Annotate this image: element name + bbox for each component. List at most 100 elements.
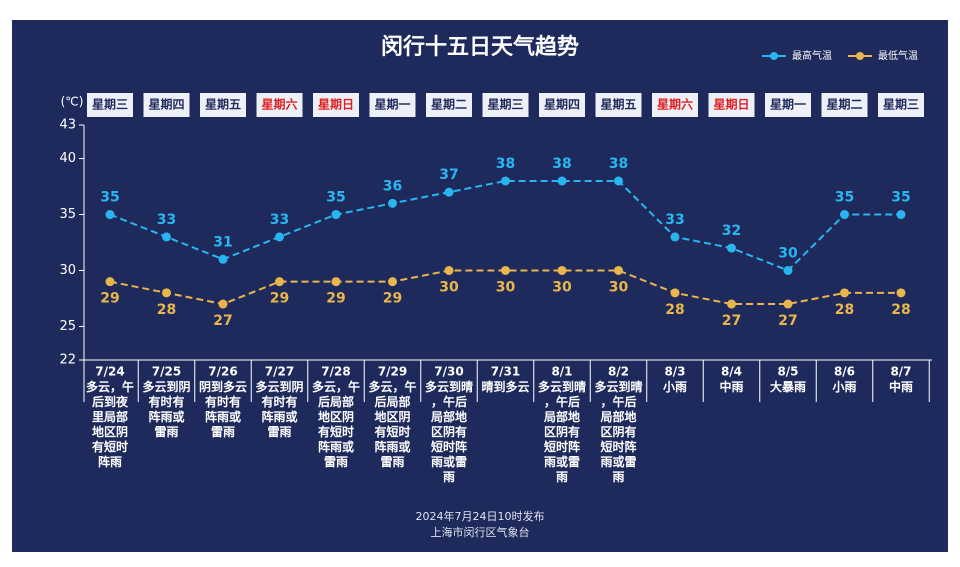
data-label: 28 bbox=[891, 302, 910, 318]
data-label: 28 bbox=[665, 302, 684, 318]
data-point bbox=[614, 176, 623, 186]
weather-text: 多云到阴有时有阵雨或雷雨 bbox=[255, 379, 303, 439]
data-point bbox=[218, 299, 228, 309]
data-point bbox=[727, 299, 736, 309]
weekday: 星期四 bbox=[544, 97, 580, 112]
data-point bbox=[331, 210, 341, 220]
data-label: 29 bbox=[270, 291, 289, 307]
weather-text: 多云，午后局部地区阴有短时阵雨或雷雨 bbox=[368, 379, 416, 469]
data-point bbox=[727, 243, 736, 253]
data-label: 38 bbox=[609, 156, 628, 172]
data-point bbox=[275, 277, 284, 287]
weekday: 星期五 bbox=[205, 97, 241, 112]
weather-text: 多云，午后到夜里局部地区阴有短时阵雨 bbox=[86, 379, 134, 469]
weather-text: 大暴雨 bbox=[770, 379, 806, 394]
data-label: 38 bbox=[496, 156, 515, 172]
y-tick-label: 22 bbox=[59, 353, 76, 368]
data-label: 27 bbox=[213, 313, 232, 329]
data-point bbox=[388, 198, 397, 208]
data-label: 38 bbox=[552, 156, 571, 172]
data-label: 29 bbox=[100, 291, 119, 307]
data-point bbox=[444, 265, 454, 275]
y-unit: (℃) bbox=[61, 95, 84, 109]
data-label: 35 bbox=[835, 190, 854, 206]
weekday: 星期日 bbox=[713, 97, 749, 112]
data-point bbox=[218, 254, 228, 264]
x-tick-label: 7/31 bbox=[491, 365, 520, 379]
weekday-box bbox=[482, 93, 529, 117]
data-point bbox=[670, 232, 680, 242]
weekday-box bbox=[765, 93, 811, 117]
data-point bbox=[670, 288, 680, 298]
weekday-box bbox=[708, 93, 755, 117]
weekday: 星期三 bbox=[487, 97, 523, 112]
weekday: 星期二 bbox=[826, 97, 862, 112]
x-tick-label: 8/1 bbox=[551, 365, 572, 379]
y-tick-label: 30 bbox=[59, 263, 76, 278]
weekday-box bbox=[821, 93, 868, 117]
weekday-box bbox=[595, 93, 642, 117]
data-label: 33 bbox=[270, 212, 289, 228]
data-point bbox=[444, 187, 454, 197]
data-label: 31 bbox=[213, 234, 232, 250]
data-label: 30 bbox=[496, 279, 516, 295]
weekday: 星期二 bbox=[431, 97, 467, 112]
data-point bbox=[783, 299, 793, 309]
data-point bbox=[501, 265, 510, 275]
data-label: 36 bbox=[383, 178, 402, 194]
data-point bbox=[896, 288, 906, 298]
data-point bbox=[275, 232, 284, 242]
series-line bbox=[109, 179, 901, 272]
weekday: 星期日 bbox=[318, 97, 354, 112]
data-point bbox=[388, 277, 397, 287]
x-tick-label: 8/4 bbox=[721, 365, 742, 379]
weekday-box bbox=[652, 93, 698, 117]
x-tick-label: 8/3 bbox=[664, 365, 685, 379]
weekday: 星期一 bbox=[374, 97, 410, 112]
data-label: 35 bbox=[891, 190, 910, 206]
weather-text: 多云到晴，午后局部地区阴有短时阵雨或雷雨 bbox=[538, 379, 586, 484]
weekday-box bbox=[143, 93, 190, 117]
x-tick-label: 7/24 bbox=[95, 365, 124, 379]
data-label: 30 bbox=[778, 245, 798, 261]
weekday-box bbox=[200, 93, 246, 117]
weather-text: 多云到阴有时有阵雨或雷雨 bbox=[142, 379, 190, 439]
data-label: 30 bbox=[609, 279, 629, 295]
data-label: 29 bbox=[326, 291, 345, 307]
data-label: 30 bbox=[552, 279, 572, 295]
data-label: 35 bbox=[100, 190, 119, 206]
weather-text: 中雨 bbox=[889, 379, 913, 394]
x-tick-label: 8/7 bbox=[890, 365, 911, 379]
x-tick-label: 7/26 bbox=[208, 365, 237, 379]
footer: 2024年7月24日10时发布 bbox=[416, 509, 545, 523]
weather-text: 小雨 bbox=[663, 379, 687, 394]
weekday: 星期六 bbox=[657, 97, 693, 112]
y-tick-label: 25 bbox=[59, 319, 76, 334]
weather-text: 多云到晴，午后局部地区阴有短时阵雨或雷雨 bbox=[594, 379, 642, 484]
legend-label: 最低气温 bbox=[878, 49, 918, 62]
data-label: 37 bbox=[439, 167, 458, 183]
weekday-box bbox=[369, 93, 416, 117]
data-point bbox=[896, 210, 906, 220]
y-tick-label: 35 bbox=[59, 207, 76, 222]
legend-marker bbox=[856, 52, 864, 60]
x-tick-label: 8/5 bbox=[777, 365, 798, 379]
data-point bbox=[783, 265, 793, 275]
x-tick-label: 7/30 bbox=[434, 365, 463, 379]
data-point bbox=[105, 277, 115, 287]
data-label: 30 bbox=[439, 279, 459, 295]
weather-text: 小雨 bbox=[832, 379, 856, 394]
weather-text: 多云到晴，午后局部地区阴有短时阵雨或雷雨 bbox=[425, 379, 473, 484]
x-tick-label: 7/27 bbox=[265, 365, 294, 379]
data-label: 32 bbox=[722, 223, 741, 239]
data-point bbox=[557, 265, 567, 275]
legend-label: 最高气温 bbox=[792, 49, 832, 62]
weekday-box bbox=[256, 93, 303, 117]
weather-text: 阴到多云有时有阵雨或雷雨 bbox=[199, 379, 247, 439]
data-point bbox=[614, 265, 623, 275]
weekday-box bbox=[426, 93, 472, 117]
weekday: 星期六 bbox=[261, 97, 297, 112]
weather-text: 中雨 bbox=[719, 379, 743, 394]
y-tick-label: 40 bbox=[59, 151, 76, 166]
